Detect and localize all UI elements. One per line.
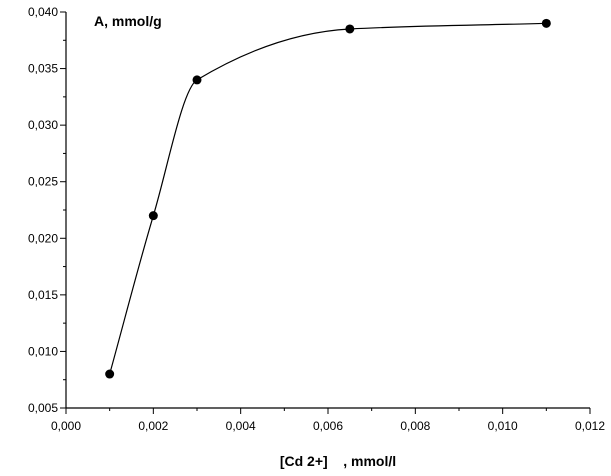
y-tick-label: 0,010 bbox=[28, 344, 58, 358]
x-axis: 0,000 0,002 0,004 0,006 0,008 0,010 0,012 bbox=[51, 407, 605, 433]
x-ticks: 0,000 0,002 0,004 0,006 0,008 0,010 0,012 bbox=[51, 408, 605, 433]
data-point bbox=[192, 75, 202, 85]
y-tick-label: 0,020 bbox=[28, 231, 58, 245]
x-tick-label: 0,006 bbox=[313, 419, 343, 433]
y-tick-label: 0,015 bbox=[28, 288, 58, 302]
y-tick-label: 0,025 bbox=[28, 175, 58, 189]
fit-curve bbox=[109, 22, 547, 375]
y-axis: 0,005 0,010 0,015 0,020 0,025 0,030 0,035 0,040 bbox=[28, 5, 67, 415]
x-tick-label: 0,008 bbox=[400, 419, 430, 433]
y-tick-label: 0,035 bbox=[28, 62, 58, 76]
x-tick-label: 0,012 bbox=[575, 419, 605, 433]
data-point bbox=[148, 211, 158, 221]
data-point bbox=[345, 24, 355, 34]
data-point bbox=[105, 369, 115, 379]
x-tick-label: 0,004 bbox=[226, 419, 256, 433]
data-point bbox=[541, 18, 551, 28]
y-tick-label: 0,040 bbox=[28, 5, 58, 19]
x-axis-title: [Cd 2+] , mmol/l bbox=[280, 453, 396, 469]
data-points bbox=[105, 18, 551, 379]
y-tick-label: 0,005 bbox=[28, 401, 58, 415]
x-tick-label: 0,010 bbox=[488, 419, 518, 433]
x-tick-label: 0,000 bbox=[51, 419, 81, 433]
y-axis-title: A, mmol/g bbox=[94, 13, 162, 29]
y-ticks: 0,005 0,010 0,015 0,020 0,025 0,030 0,035 0,040 bbox=[28, 5, 66, 415]
y-tick-label: 0,030 bbox=[28, 118, 58, 132]
x-tick-label: 0,002 bbox=[138, 419, 168, 433]
